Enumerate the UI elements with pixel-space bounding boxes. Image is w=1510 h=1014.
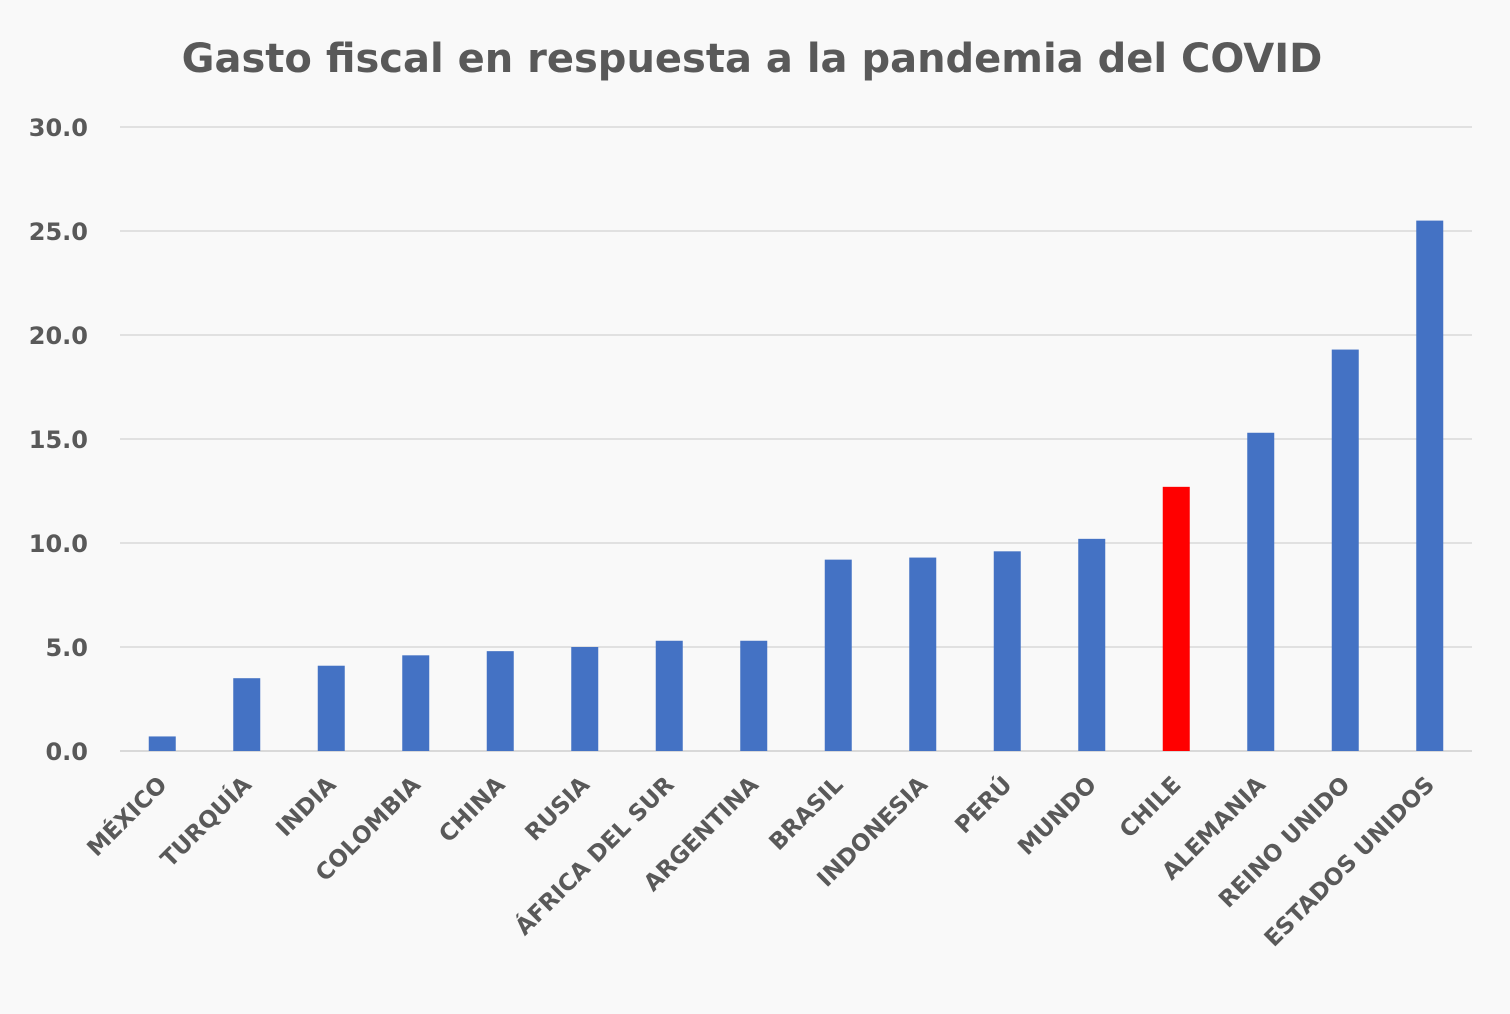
bars: [148, 220, 1444, 752]
y-tick-label: 0.0: [45, 738, 88, 766]
bar-estados-unidos: [1416, 220, 1444, 752]
bar-india: [317, 665, 345, 751]
gridlines: [120, 126, 1472, 752]
y-tick-label: 20.0: [29, 322, 88, 350]
x-category-label: MÉXICO: [81, 770, 172, 861]
x-category-label: PERÚ: [949, 770, 1018, 839]
bar-áfrica-del-sur: [655, 640, 683, 751]
x-category-label: ESTADOS UNIDOS: [1260, 772, 1440, 952]
bar-chile: [1162, 486, 1190, 751]
x-category-label: RUSIA: [521, 772, 596, 847]
bar-reino-unido: [1331, 349, 1359, 751]
x-category-label: BRASIL: [764, 772, 848, 856]
y-tick-label: 10.0: [29, 530, 88, 558]
bar-mundo: [1078, 538, 1106, 751]
x-category-label: INDIA: [271, 772, 341, 842]
bar-perú: [993, 551, 1021, 751]
bar-méxico: [148, 736, 176, 751]
x-category-label: ÁFRICA DEL SUR: [509, 770, 680, 941]
bar-colombia: [402, 655, 430, 751]
x-category-label: MUNDO: [1013, 772, 1102, 861]
y-tick-label: 25.0: [29, 218, 88, 246]
bar-indonesia: [909, 557, 937, 751]
bar-turquía: [233, 678, 261, 751]
bar-china: [486, 651, 514, 751]
bar-brasil: [824, 559, 852, 751]
y-tick-label: 30.0: [29, 114, 88, 142]
y-tick-label: 15.0: [29, 426, 88, 454]
y-axis-tick-labels: 0.0 5.0 10.0 15.0 20.0 25.0 30.0: [29, 114, 88, 766]
chart-title: Gasto fiscal en respuesta a la pandemia …: [182, 36, 1323, 82]
x-category-label: CHILE: [1115, 772, 1186, 843]
bar-rusia: [571, 647, 599, 751]
bar-alemania: [1247, 432, 1275, 751]
bar-argentina: [740, 640, 768, 751]
x-category-label: TURQUÍA: [155, 770, 257, 872]
y-tick-label: 5.0: [45, 634, 88, 662]
x-category-label: CHINA: [434, 772, 510, 848]
